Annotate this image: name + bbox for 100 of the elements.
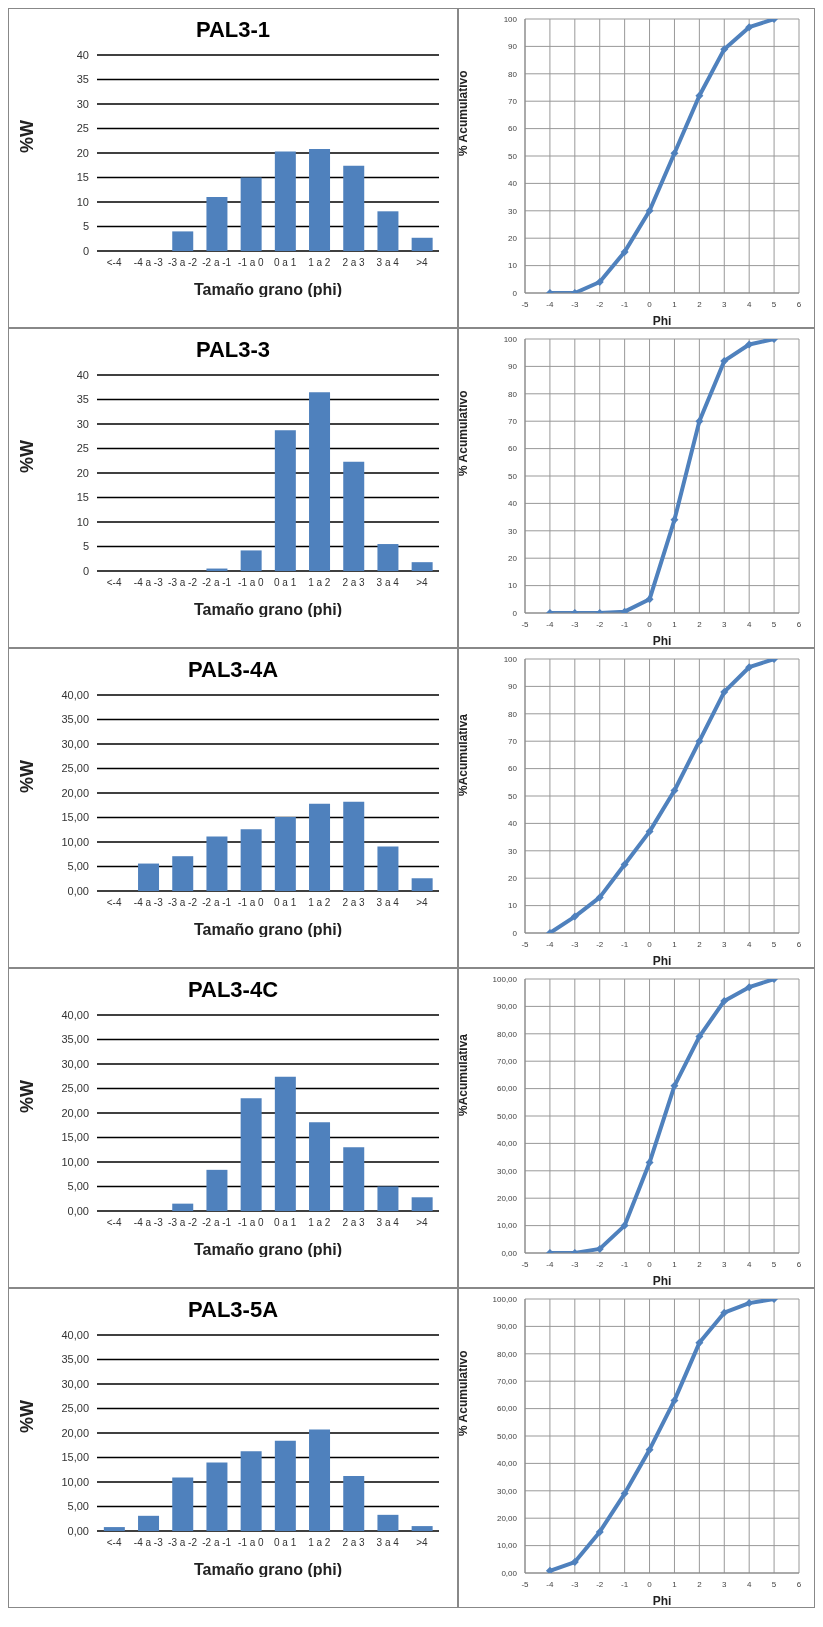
y-tick-label: 40,00 bbox=[61, 1008, 89, 1021]
x-tick-label: 1 a 2 bbox=[308, 897, 331, 909]
y-tick-label: 50 bbox=[508, 471, 518, 481]
x-tick-label: <-4 bbox=[106, 897, 122, 909]
y-tick-label: 20 bbox=[508, 234, 518, 244]
x-tick-label: -4 bbox=[546, 939, 555, 949]
y-tick-label: 25 bbox=[76, 122, 89, 135]
y-tick-label: 35,00 bbox=[61, 1033, 89, 1046]
y-tick-label: 70 bbox=[508, 97, 518, 107]
y-tick-label: 35 bbox=[76, 73, 89, 86]
y-tick-label: 20,00 bbox=[61, 1106, 89, 1119]
y-tick-label: 5 bbox=[82, 220, 89, 233]
y-tick-label: 80,00 bbox=[496, 1029, 518, 1039]
y-tick-label: 100 bbox=[503, 14, 518, 24]
bar bbox=[274, 1440, 296, 1531]
y-tick-label: 80 bbox=[508, 69, 518, 79]
y-tick-label: 0 bbox=[82, 244, 89, 257]
x-tick-label: 3 a 4 bbox=[376, 897, 400, 909]
x-tick-label: -2 a -1 bbox=[202, 257, 232, 269]
point bbox=[670, 515, 679, 524]
y-tick-label: 90 bbox=[508, 362, 518, 372]
x-tick-label: 0 bbox=[647, 1579, 653, 1589]
x-tick-label: -1 a 0 bbox=[238, 257, 265, 269]
bar bbox=[138, 863, 160, 891]
x-tick-label: 1 bbox=[672, 619, 678, 629]
bar bbox=[206, 836, 228, 891]
y-tick-label: 70 bbox=[508, 737, 518, 747]
bar bbox=[411, 237, 433, 251]
y-tick-label: 0 bbox=[512, 928, 518, 938]
x-tick-label: -1 a 0 bbox=[238, 1537, 265, 1549]
x-tick-label: -3 bbox=[571, 939, 579, 949]
y-axis-title: % Acumulativo bbox=[456, 390, 471, 476]
point bbox=[720, 996, 729, 1005]
point bbox=[645, 1158, 654, 1167]
y-tick-label: 30,00 bbox=[61, 1057, 89, 1070]
x-tick-label: -3 bbox=[571, 1259, 579, 1269]
x-tick-label: 0 a 1 bbox=[273, 257, 297, 269]
x-tick-label: -3 bbox=[571, 299, 579, 309]
y-tick-label: 0,00 bbox=[67, 1204, 89, 1217]
y-tick-label: 30,00 bbox=[496, 1166, 518, 1176]
y-tick-label: 40,00 bbox=[61, 1328, 89, 1341]
x-tick-label: -4 a -3 bbox=[133, 577, 164, 589]
x-tick-label: -3 a -2 bbox=[168, 1217, 198, 1229]
bar bbox=[343, 801, 365, 891]
x-tick-label: 0 a 1 bbox=[273, 1217, 297, 1229]
point bbox=[670, 1081, 679, 1090]
bar bbox=[343, 1147, 365, 1211]
y-tick-label: 40,00 bbox=[496, 1139, 518, 1149]
y-tick-label: 0 bbox=[512, 608, 518, 618]
y-tick-label: 40 bbox=[508, 499, 518, 509]
x-tick-label: -2 bbox=[596, 299, 604, 309]
y-tick-label: 70 bbox=[508, 417, 518, 427]
bar bbox=[343, 461, 365, 571]
y-tick-label: 10,00 bbox=[496, 1221, 518, 1231]
y-axis-title: %W bbox=[17, 440, 38, 473]
point bbox=[595, 1527, 604, 1536]
point bbox=[645, 595, 654, 604]
y-tick-label: 70,00 bbox=[496, 1377, 518, 1387]
point bbox=[595, 278, 604, 287]
y-tick-label: 100 bbox=[503, 654, 518, 664]
x-tick-label: >4 bbox=[416, 257, 429, 269]
x-tick-label: 2 bbox=[697, 619, 703, 629]
point bbox=[695, 1338, 704, 1347]
x-tick-label: -1 bbox=[621, 1579, 629, 1589]
x-tick-label: -4 a -3 bbox=[133, 1217, 164, 1229]
y-tick-label: 15 bbox=[76, 491, 89, 504]
point bbox=[645, 1445, 654, 1454]
x-tick-label: -4 bbox=[546, 299, 555, 309]
x-tick-label: 3 bbox=[722, 939, 728, 949]
x-tick-label: 4 bbox=[746, 939, 752, 949]
point bbox=[620, 1221, 629, 1230]
x-tick-label: -4 a -3 bbox=[133, 1537, 164, 1549]
y-tick-label: 20 bbox=[508, 554, 518, 564]
y-axis-title: %Acumulativa bbox=[456, 713, 471, 796]
bar bbox=[377, 1514, 399, 1531]
y-tick-label: 20 bbox=[76, 146, 89, 159]
point bbox=[720, 687, 729, 696]
y-tick-label: 60 bbox=[508, 764, 518, 774]
chart-title: PAL3-1 bbox=[194, 17, 272, 43]
bar bbox=[411, 878, 433, 891]
x-tick-label: -2 a -1 bbox=[202, 1537, 232, 1549]
y-tick-label: 30 bbox=[508, 526, 518, 536]
y-tick-label: 100,00 bbox=[492, 974, 518, 984]
point bbox=[695, 417, 704, 426]
x-tick-label: 3 a 4 bbox=[376, 577, 400, 589]
x-tick-label: -5 bbox=[521, 1259, 530, 1269]
y-tick-label: 15 bbox=[76, 171, 89, 184]
y-axis-title: %W bbox=[17, 1080, 38, 1113]
x-tick-label: 2 a 3 bbox=[342, 257, 366, 269]
x-tick-label: -2 bbox=[596, 939, 604, 949]
x-tick-label: 4 bbox=[746, 619, 752, 629]
x-tick-label: -3 a -2 bbox=[168, 257, 198, 269]
y-tick-label: 15,00 bbox=[61, 1451, 89, 1464]
x-tick-label: 4 bbox=[746, 1259, 752, 1269]
y-tick-label: 10 bbox=[508, 581, 518, 591]
x-tick-label: 6 bbox=[796, 1579, 802, 1589]
x-tick-label: -5 bbox=[521, 299, 530, 309]
x-tick-label: >4 bbox=[416, 577, 429, 589]
y-tick-label: 50,00 bbox=[496, 1431, 518, 1441]
bar bbox=[274, 430, 296, 571]
